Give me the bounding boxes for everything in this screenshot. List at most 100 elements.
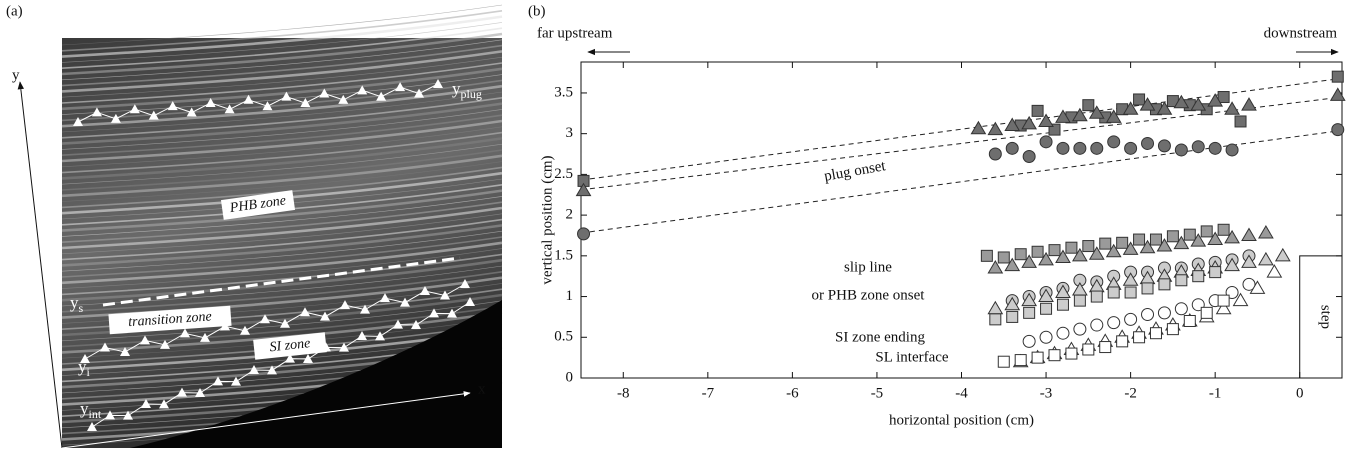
axis-label: x — [478, 381, 486, 397]
trace-marker — [414, 88, 425, 98]
trace-marker — [267, 365, 277, 375]
streak — [61, 102, 503, 145]
fit-line — [580, 96, 1343, 191]
square-marker — [1040, 302, 1053, 315]
trace-marker — [376, 91, 387, 101]
streak — [61, 62, 503, 104]
triangle-marker — [1139, 239, 1156, 254]
square-marker — [1065, 347, 1078, 360]
y-axis-title: vertical position (cm) — [539, 155, 555, 284]
square-marker — [1166, 230, 1179, 243]
step-label: step — [1317, 305, 1333, 329]
triangle-marker — [1156, 101, 1173, 115]
triangle-marker — [1021, 254, 1038, 268]
trace-marker — [375, 331, 385, 341]
zone-box — [253, 332, 327, 360]
zone-text: transition zone — [128, 309, 212, 330]
trace-marker — [159, 399, 169, 409]
curve-trace — [91, 301, 471, 428]
square-marker — [1331, 70, 1344, 83]
square-marker — [1217, 294, 1230, 307]
square-marker — [1133, 93, 1146, 106]
curve-label-base: y — [78, 357, 87, 376]
streak — [61, 241, 503, 285]
zone-label: transition zone — [108, 305, 232, 335]
streak — [61, 15, 503, 58]
curve-label: yi — [78, 357, 91, 379]
trace-marker — [91, 107, 102, 117]
streak — [61, 44, 503, 87]
trace-marker — [440, 290, 450, 300]
zone-text: SI zone — [269, 336, 311, 355]
square-marker — [1116, 236, 1129, 249]
trace-marker — [460, 279, 470, 288]
square-marker — [1116, 335, 1129, 348]
circle-marker — [1090, 318, 1104, 332]
square-marker — [1149, 233, 1162, 246]
trace-marker — [360, 304, 370, 314]
triangle-marker — [1232, 292, 1249, 307]
circle-marker — [1107, 316, 1121, 330]
circle-marker — [1208, 141, 1222, 155]
streak — [61, 253, 503, 296]
x-tick-label: -5 — [871, 385, 884, 401]
circle-marker — [1107, 135, 1121, 149]
curve-label-base: y — [70, 293, 79, 312]
streak — [61, 265, 503, 307]
direction-label: downstream — [1264, 25, 1338, 41]
triangle-marker — [1241, 254, 1257, 268]
triangle-marker — [1088, 105, 1105, 119]
trace-marker — [300, 98, 311, 108]
streaks — [61, 4, 503, 446]
streak — [61, 137, 503, 180]
square-marker — [1099, 237, 1112, 250]
square-marker — [1082, 343, 1095, 356]
circle-marker — [1073, 322, 1087, 336]
streak — [61, 126, 503, 168]
triangle-marker — [1072, 107, 1088, 122]
square-marker — [1192, 270, 1205, 283]
triangle-marker — [1258, 251, 1274, 266]
streak — [61, 161, 503, 202]
trace-marker — [340, 300, 350, 310]
circle-marker — [1174, 302, 1188, 316]
trace-marker — [120, 346, 130, 356]
square-marker — [1014, 248, 1027, 261]
circle-marker — [1331, 123, 1345, 137]
y-tick-label: 0.5 — [554, 329, 573, 345]
trace-marker — [129, 104, 140, 114]
trace-marker — [205, 97, 216, 107]
triangle-marker — [1072, 247, 1088, 262]
streak — [61, 154, 503, 198]
square-marker — [1133, 233, 1146, 246]
x-tick-label: -4 — [955, 385, 968, 401]
trace-marker — [180, 328, 190, 338]
square-marker — [1048, 244, 1061, 257]
trace-marker — [105, 410, 115, 420]
curve-label-sub: s — [79, 301, 84, 315]
square-marker — [1031, 351, 1044, 364]
streak — [61, 114, 503, 156]
square-marker — [1183, 314, 1196, 327]
circle-marker — [1242, 277, 1256, 291]
panel-label: (b) — [528, 3, 546, 19]
streak — [61, 213, 503, 255]
triangle-marker — [1139, 97, 1156, 111]
square-marker — [1107, 286, 1120, 299]
square-marker — [1031, 104, 1044, 117]
trace-marker — [433, 79, 443, 88]
square-marker — [1073, 294, 1086, 307]
trace-marker — [177, 387, 187, 397]
curve-trace — [84, 283, 466, 360]
triangle-marker — [1224, 101, 1240, 115]
square-marker — [1006, 310, 1019, 323]
trace-marker — [357, 85, 368, 95]
streak — [61, 32, 503, 76]
y-tick-label: 2.5 — [554, 166, 573, 182]
y-tick-label: 0 — [566, 369, 574, 385]
triangle-marker — [1274, 247, 1291, 262]
circle-marker — [1056, 326, 1070, 340]
circle-marker — [1124, 312, 1138, 326]
trace-marker — [249, 365, 259, 374]
